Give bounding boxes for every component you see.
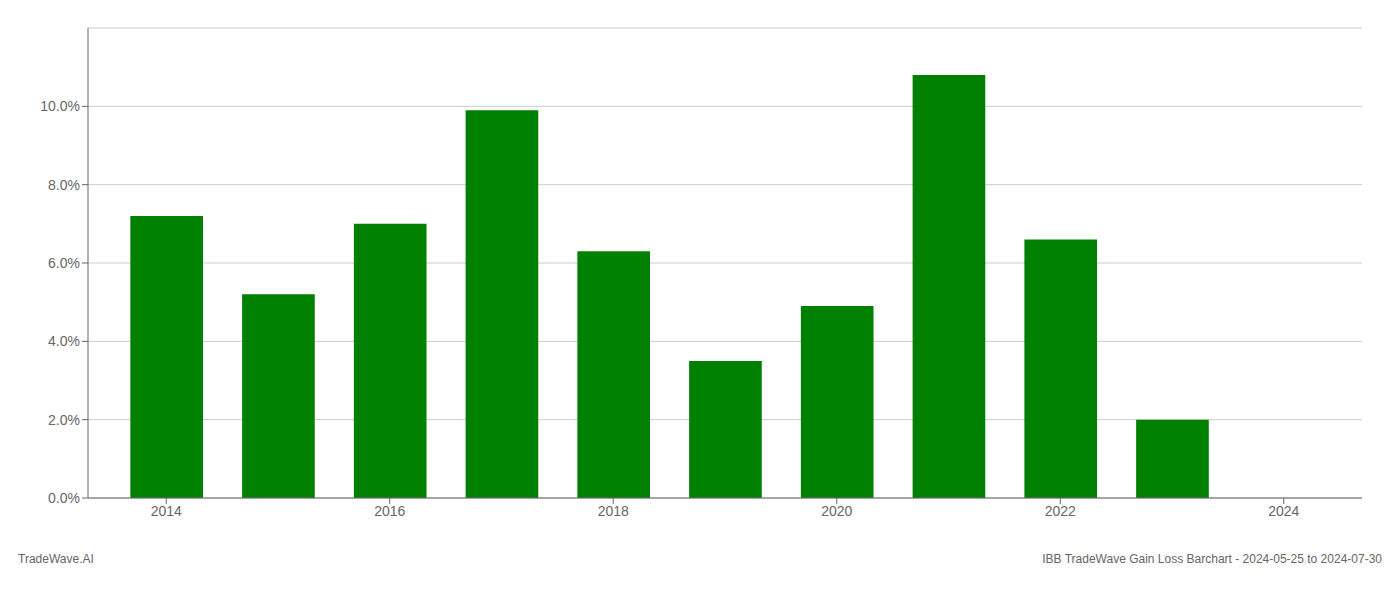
svg-text:2020: 2020 [821,503,852,519]
svg-text:2018: 2018 [598,503,629,519]
svg-text:2024: 2024 [1268,503,1299,519]
svg-text:0.0%: 0.0% [48,490,80,506]
html-text:IBB TradeWave Gain Loss Barcha: IBB TradeWave Gain Loss Barchart - 2024-… [1042,552,1382,566]
svg-text:8.0%: 8.0% [48,177,80,193]
svg-text:2022: 2022 [1045,503,1076,519]
svg-text:10.0%: 10.0% [40,98,80,114]
svg-text:4.0%: 4.0% [48,333,80,349]
svg-text:2.0%: 2.0% [48,412,80,428]
svg-text:6.0%: 6.0% [48,255,80,271]
svg-text:2014: 2014 [151,503,182,519]
html-text:TradeWave.AI: TradeWave.AI [18,552,94,566]
svg-text:2016: 2016 [374,503,405,519]
